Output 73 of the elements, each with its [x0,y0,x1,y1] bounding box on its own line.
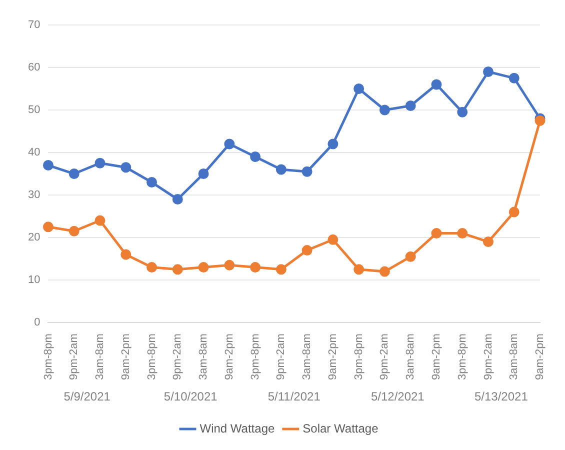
point [431,228,442,239]
y-tick-label: 70 [28,19,40,32]
x-tick-label: 9am-2pm [534,334,546,380]
point [146,177,158,188]
x-tick-label: 3am-8am [404,334,417,380]
x-tick-label: 3am-8am [198,334,210,380]
point [508,206,520,218]
y-tick-label: 30 [28,189,40,202]
x-tick-label: 3pm-8pm [146,334,158,380]
y-tick-label: 0 [34,316,40,329]
point [172,264,183,275]
x-tick-label: 9pm-2am [275,334,288,380]
point [120,162,132,173]
point [224,138,235,150]
x-tick-label: 3am-8am [508,334,520,380]
x-tick-label: 9pm-2am [482,334,494,380]
y-tick-label: 20 [28,232,40,244]
point [68,168,80,180]
x-tick-label: 9am-2pm [120,334,132,380]
point [68,226,80,236]
point [276,264,286,275]
x-tick-label: 9pm-2am [172,334,184,380]
text: 5/11/2021 [268,389,321,404]
x-tick-label: 3pm-8pm [352,334,365,380]
text: 5/13/2021 [474,389,528,404]
point [354,84,364,94]
point [198,262,209,273]
point [42,222,54,232]
point [250,152,261,162]
point [276,164,286,175]
legend-label: Solar Wattage [302,421,379,436]
point [328,138,338,150]
x-tick-label: 3am-8am [301,334,314,380]
text: 5/10/2021 [164,389,218,404]
point [482,236,494,248]
x-tick-label: 3pm-8pm [42,334,54,380]
point [431,79,442,90]
x-tick-label: 9pm-2am [378,334,391,380]
x-tick-label: 9am-2pm [326,334,339,380]
point [120,249,132,260]
point [328,234,338,245]
text: 5/9/2021 [64,389,111,404]
point [508,72,520,84]
point [302,245,312,256]
point [457,228,468,239]
x-tick-label: 3pm-8pm [249,334,262,380]
point [224,260,235,270]
x-tick-label: 9am-2pm [223,334,236,380]
point [379,266,390,277]
point [405,251,416,262]
y-tick-label: 10 [28,274,40,286]
point [42,160,54,171]
y-tick-label: 60 [28,62,40,74]
point [457,106,468,118]
point [302,166,312,177]
point [379,104,390,116]
point [94,215,106,226]
point [198,168,209,180]
y-tick-label: 50 [28,104,40,116]
x-tick-label: 9am-2pm [430,334,442,380]
point [250,262,261,273]
point [405,100,416,112]
x-tick-label: 9pm-2am [68,334,80,380]
point [172,194,183,205]
legend-label: Wind Wattage [200,421,275,436]
point [482,66,494,78]
text: 5/12/2021 [370,389,425,404]
x-tick-label: 3am-8am [94,334,106,380]
point [146,262,158,273]
point [354,264,364,275]
y-tick-label: 40 [28,146,40,159]
x-tick-label: 3pm-8pm [456,334,468,380]
point [94,158,106,168]
